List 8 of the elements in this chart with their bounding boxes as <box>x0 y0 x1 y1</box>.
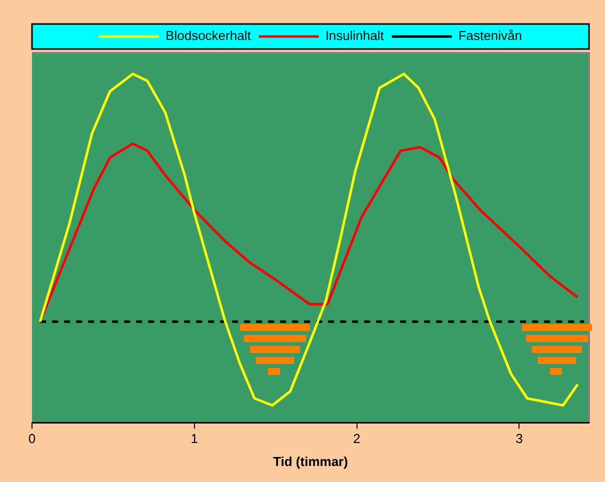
x-tick-label: 3 <box>516 431 523 446</box>
x-tick-label: 0 <box>28 431 36 446</box>
x-tick-label: 1 <box>190 431 198 446</box>
x-axis-title: Tid (timmar) <box>273 454 348 469</box>
legend-label: Fastenivån <box>458 28 522 44</box>
x-tick-label: 2 <box>353 431 360 446</box>
legend-label: Insulinhalt <box>325 28 384 44</box>
legend-label: Blodsockerhalt <box>166 28 252 44</box>
